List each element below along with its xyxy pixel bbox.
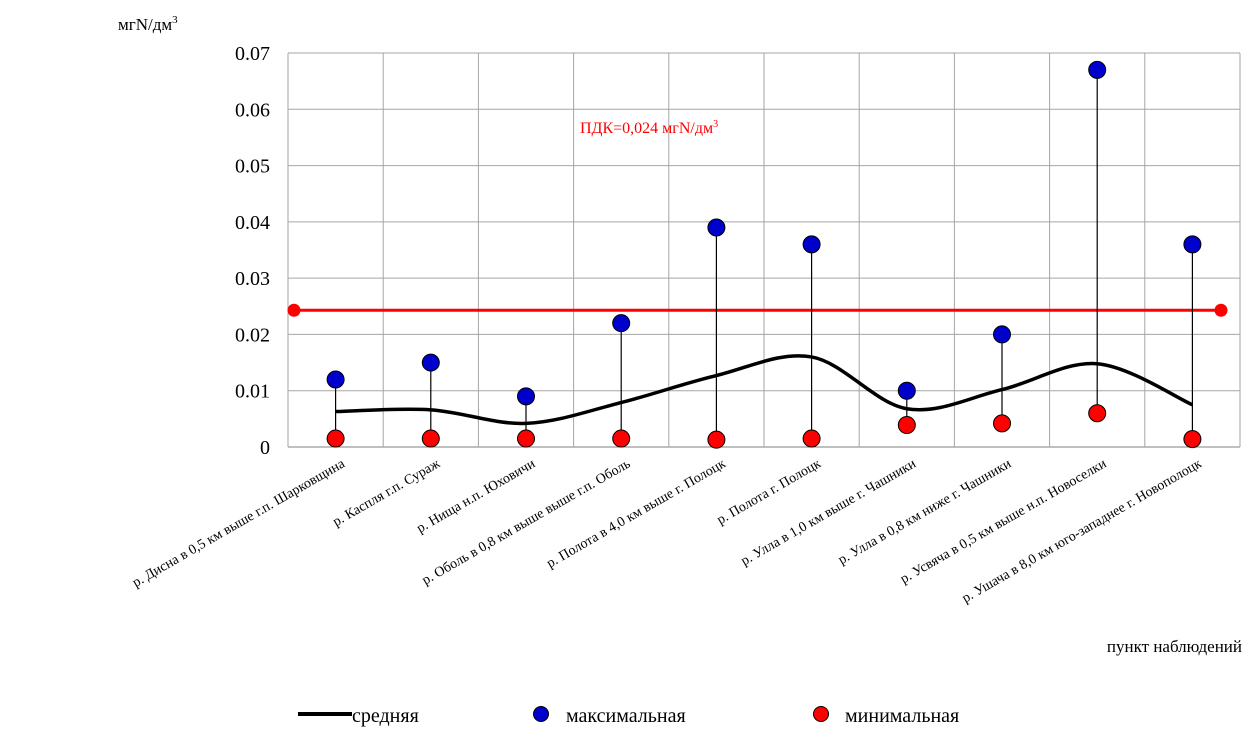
legend-max-marker xyxy=(533,706,549,722)
threshold-marker xyxy=(287,303,301,317)
min-point xyxy=(326,429,345,448)
x-tick-label: р. Улла в 1,0 км выше г. Чашники xyxy=(739,456,920,569)
min-point xyxy=(993,414,1011,433)
max-point xyxy=(421,353,440,372)
max-point xyxy=(1183,235,1202,254)
y-axis-title: мгN/дм3 xyxy=(118,14,178,34)
max-point xyxy=(326,370,345,389)
min-point xyxy=(897,416,916,435)
max-point xyxy=(1088,60,1107,79)
min-point xyxy=(1088,404,1107,423)
y-tick-label: 0.06 xyxy=(235,99,270,121)
data-points xyxy=(326,60,1202,449)
grid xyxy=(287,52,1241,448)
min-point xyxy=(1183,430,1202,449)
y-tick-label: 0.07 xyxy=(235,43,270,65)
y-tick-labels: 0 0.01 0.02 0.03 0.04 0.05 0.06 0.07 xyxy=(235,43,270,459)
y-tick-label: 0 xyxy=(260,437,270,459)
max-point xyxy=(993,325,1011,344)
y-tick-label: 0.04 xyxy=(235,212,270,234)
y-tick-label: 0.05 xyxy=(235,156,270,178)
mean-line xyxy=(335,354,1194,426)
x-tick-label: р. Полота в 4,0 км выше г. Полоцк xyxy=(544,456,728,571)
x-tick-label: р. Улла в 0,8 км ниже г. Чашники xyxy=(836,456,1015,568)
legend-min-label: минимальная xyxy=(845,705,959,727)
legend-mean-label: средняя xyxy=(352,705,419,727)
legend: средняя максимальная минимальная xyxy=(298,705,959,727)
legend-max-label: максимальная xyxy=(566,705,686,727)
max-point xyxy=(802,235,821,254)
y-tick-label: 0.02 xyxy=(235,324,270,346)
max-point xyxy=(517,387,535,406)
max-point xyxy=(897,381,916,400)
x-axis-title: пункт наблюдений xyxy=(1107,637,1242,656)
threshold-label: ПДК=0,024 мгN/дм3 xyxy=(580,119,718,137)
max-point xyxy=(612,314,631,333)
x-tick-label: р. Оболь в 0,8 км выше выше г.п. Оболь xyxy=(420,456,633,588)
max-point xyxy=(707,218,726,237)
min-point xyxy=(421,429,440,448)
legend-min-marker xyxy=(813,706,829,722)
min-point xyxy=(612,429,631,448)
x-tick-label: р. Дисна в 0,5 км выше г.п. Шарковщина xyxy=(130,456,348,591)
threshold-marker xyxy=(1214,303,1228,317)
mean-series xyxy=(335,354,1194,426)
y-tick-label: 0.01 xyxy=(235,381,270,403)
min-point xyxy=(517,429,535,448)
threshold-layer xyxy=(287,303,1228,317)
min-point xyxy=(707,430,726,449)
y-tick-label: 0.03 xyxy=(235,268,270,290)
min-point xyxy=(802,429,821,448)
x-tick-labels: р. Дисна в 0,5 км выше г.п. Шарковщина р.… xyxy=(130,456,1204,606)
